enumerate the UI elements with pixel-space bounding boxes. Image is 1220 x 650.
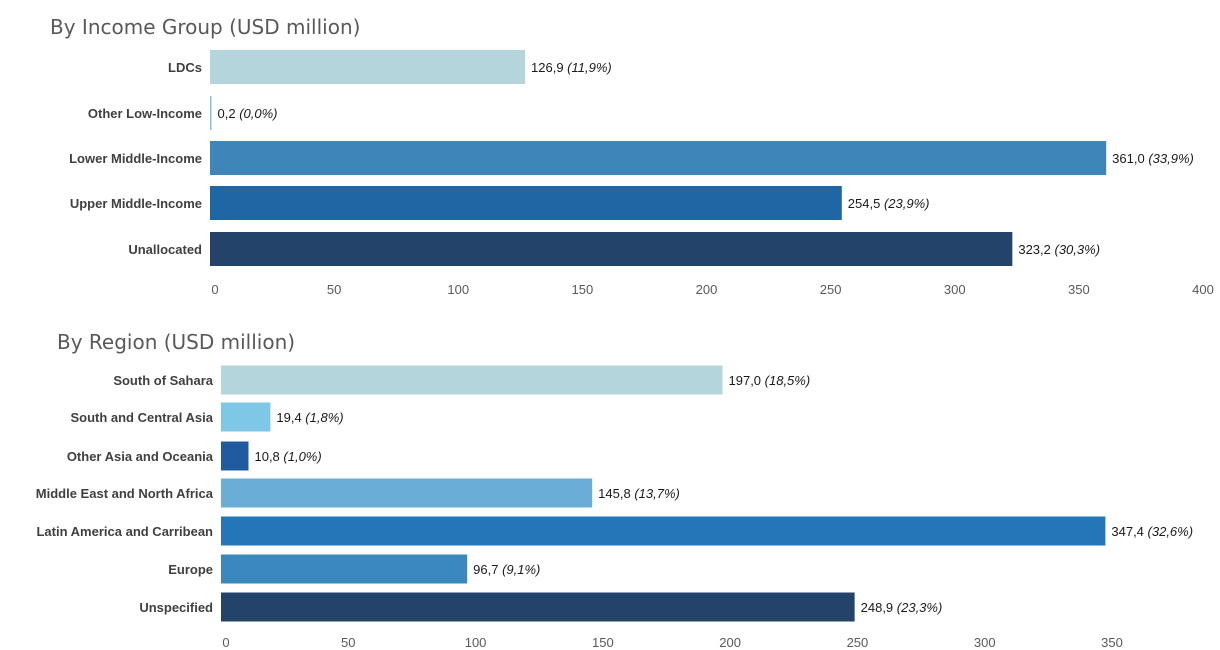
region-data-label: 10,8 (1,0%)	[254, 449, 321, 464]
region-bar	[221, 402, 271, 432]
region-bar	[221, 516, 1106, 546]
region-category-label: South of Sahara	[113, 373, 213, 388]
income-bar	[210, 141, 1107, 175]
income-chart-title: By Income Group (USD million)	[50, 15, 360, 39]
income-bar	[210, 96, 212, 130]
income-x-tick-label: 300	[944, 282, 966, 297]
region-x-tick-label: 100	[465, 635, 487, 650]
region-bar	[221, 365, 723, 395]
income-bar	[210, 186, 842, 220]
income-category-label: LDCs	[168, 60, 202, 75]
income-x-tick-label: 100	[447, 282, 469, 297]
region-category-label: Latin America and Carribean	[36, 524, 213, 539]
income-x-tick-label: 200	[696, 282, 718, 297]
income-data-label: 323,2 (30,3%)	[1018, 242, 1100, 257]
region-category-label: Other Asia and Oceania	[67, 449, 214, 464]
region-x-tick-label: 250	[847, 635, 869, 650]
region-bar	[221, 478, 593, 508]
region-x-tick-label: 350	[1101, 635, 1123, 650]
income-data-label: 254,5 (23,9%)	[848, 196, 930, 211]
region-data-label: 197,0 (18,5%)	[729, 373, 811, 388]
region-data-label: 96,7 (9,1%)	[473, 562, 540, 577]
region-x-tick-label: 150	[592, 635, 614, 650]
region-bar	[221, 592, 855, 622]
region-chart-title: By Region (USD million)	[57, 330, 295, 354]
income-bar	[210, 232, 1013, 266]
income-data-label: 0,2 (0,0%)	[218, 106, 278, 121]
region-data-label: 19,4 (1,8%)	[276, 410, 343, 425]
region-category-label: Europe	[168, 562, 213, 577]
region-category-label: Middle East and North Africa	[36, 486, 214, 501]
income-category-label: Other Low-Income	[88, 106, 202, 121]
region-data-label: 347,4 (32,6%)	[1111, 524, 1193, 539]
region-bar	[221, 441, 249, 471]
income-x-tick-label: 350	[1068, 282, 1090, 297]
region-bar	[221, 554, 468, 584]
income-category-label: Lower Middle-Income	[69, 151, 202, 166]
region-data-label: 145,8 (13,7%)	[598, 486, 680, 501]
income-data-label: 126,9 (11,9%)	[531, 60, 612, 75]
income-x-tick-label: 50	[327, 282, 341, 297]
income-x-tick-label: 400	[1192, 282, 1214, 297]
income-category-label: Upper Middle-Income	[70, 196, 202, 211]
income-x-tick-label: 250	[820, 282, 842, 297]
region-x-tick-label: 0	[222, 635, 229, 650]
region-x-tick-label: 200	[719, 635, 741, 650]
region-category-label: South and Central Asia	[70, 410, 213, 425]
income-x-tick-label: 150	[572, 282, 594, 297]
income-x-tick-label: 0	[211, 282, 218, 297]
region-x-tick-label: 50	[341, 635, 355, 650]
income-category-label: Unallocated	[128, 242, 202, 257]
income-data-label: 361,0 (33,9%)	[1112, 151, 1194, 166]
region-x-tick-label: 300	[974, 635, 996, 650]
income-bar	[210, 50, 526, 84]
region-category-label: Unspecified	[139, 600, 213, 615]
region-data-label: 248,9 (23,3%)	[861, 600, 943, 615]
